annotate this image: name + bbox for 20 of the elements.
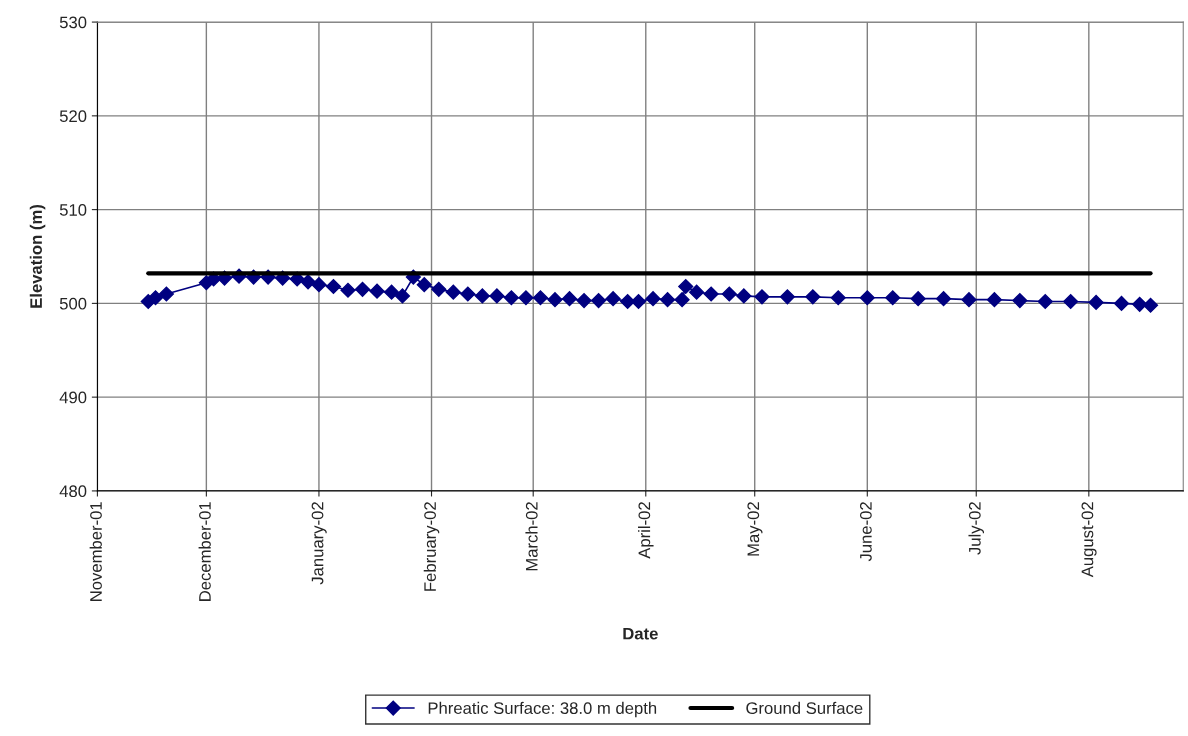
- legend-label: Ground Surface: [746, 701, 863, 715]
- y-tick-label: 500: [59, 297, 87, 310]
- x-tick-label: April-02: [638, 502, 654, 559]
- x-tick-label: July-02: [968, 502, 985, 555]
- legend-label: Phreatic Surface: 38.0 m depth: [428, 701, 657, 718]
- x-tick-label: January-02: [311, 502, 327, 585]
- x-tick-label: June-02: [859, 502, 872, 562]
- y-tick-label: 520: [59, 110, 87, 123]
- y-tick-label: 490: [59, 391, 87, 404]
- x-tick-label: November-01: [89, 502, 102, 601]
- y-tick-label: 480: [59, 485, 87, 498]
- x-tick-label: December-01: [198, 502, 211, 601]
- y-tick-label: 530: [59, 16, 87, 29]
- x-tick-label: May-02: [747, 502, 763, 556]
- x-tick-label: February-02: [423, 502, 440, 591]
- y-tick-label: 510: [59, 204, 87, 216]
- y-axis-title: Elevation (m): [29, 205, 46, 308]
- x-axis-title: Date: [623, 627, 658, 640]
- x-tick-label: August-02: [1081, 502, 1097, 578]
- x-tick-label: March-02: [525, 502, 538, 571]
